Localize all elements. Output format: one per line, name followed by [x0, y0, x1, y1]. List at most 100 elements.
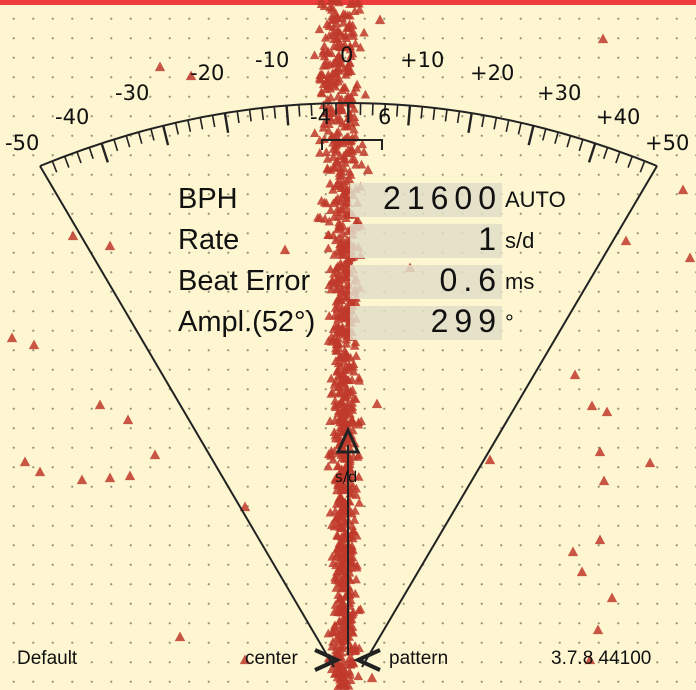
- timing-marker: [333, 569, 343, 578]
- timing-marker: [327, 2, 338, 12]
- center-button[interactable]: center: [245, 648, 298, 669]
- timing-marker: [326, 103, 337, 113]
- timing-marker: [327, 108, 338, 118]
- dial-tick: [51, 160, 58, 173]
- dial-tick: [627, 156, 634, 168]
- timing-marker: [327, 387, 338, 397]
- timing-marker: [332, 461, 343, 471]
- dial-tick: [261, 107, 265, 120]
- bph-label: BPH: [178, 183, 238, 215]
- timing-marker: [332, 310, 343, 320]
- timing-marker: [332, 668, 342, 677]
- timing-marker: [335, 493, 345, 502]
- dial-tick: [444, 109, 448, 122]
- timing-marker: [338, 640, 348, 649]
- timing-marker: [569, 369, 581, 380]
- timing-marker: [330, 514, 341, 524]
- timing-marker: [333, 541, 344, 551]
- timing-marker: [337, 562, 348, 572]
- timing-marker: [620, 235, 632, 246]
- timing-marker: [329, 34, 339, 44]
- timing-marker: [333, 358, 344, 368]
- dial-tick: [150, 128, 155, 141]
- timing-marker: [76, 474, 88, 485]
- timing-marker: [354, 643, 364, 653]
- timing-marker: [329, 212, 339, 221]
- timing-marker: [326, 48, 337, 58]
- timing-marker: [331, 499, 342, 508]
- timing-marker: [315, 74, 326, 84]
- dial-tick: [174, 122, 180, 135]
- timing-marker: [324, 30, 335, 40]
- timing-marker: [351, 490, 361, 499]
- timing-marker: [346, 654, 357, 664]
- window-left-label: -4: [310, 105, 331, 129]
- timing-marker: [326, 115, 337, 125]
- pointer-unit-label: s/d: [335, 468, 357, 486]
- timing-marker: [335, 42, 345, 52]
- timing-marker: [677, 184, 689, 195]
- timing-marker: [174, 631, 186, 642]
- readout-row-beat-error: Beat Error 0.6 ms: [178, 262, 678, 301]
- timing-marker: [316, 87, 327, 97]
- dial-tick: [505, 119, 510, 132]
- scale-label: -10: [255, 48, 289, 72]
- timing-marker: [328, 636, 338, 646]
- timing-marker: [328, 162, 339, 172]
- timing-marker: [343, 375, 354, 385]
- timing-marker: [344, 21, 354, 31]
- timing-marker: [334, 0, 344, 7]
- timing-marker: [350, 505, 360, 515]
- scale-label: +40: [596, 105, 640, 129]
- timing-marker: [334, 616, 345, 626]
- dial-tick: [615, 151, 621, 164]
- timing-marker: [347, 416, 357, 426]
- timing-marker: [601, 406, 613, 417]
- timing-marker: [325, 178, 335, 188]
- timing-marker: [597, 33, 609, 44]
- timing-marker: [122, 414, 134, 425]
- preset-button[interactable]: Default: [17, 648, 78, 669]
- timing-marker: [309, 50, 320, 60]
- timing-marker: [327, 0, 337, 5]
- timing-marker: [684, 252, 696, 263]
- timing-marker: [350, 6, 360, 16]
- timing-marker: [359, 27, 369, 37]
- timing-marker: [345, 352, 356, 362]
- pattern-button[interactable]: pattern: [389, 648, 449, 669]
- timing-marker: [185, 70, 197, 81]
- timing-marker: [336, 94, 347, 103]
- timing-marker: [341, 338, 352, 348]
- timing-marker: [351, 351, 361, 360]
- timing-marker: [349, 87, 359, 97]
- tick-markers: [6, 0, 696, 690]
- timing-marker: [342, 234, 353, 244]
- timing-marker: [346, 643, 357, 653]
- timing-marker: [352, 79, 362, 89]
- rate-unit: s/d: [505, 228, 535, 253]
- timing-marker: [334, 233, 344, 242]
- bph-mode[interactable]: AUTO: [505, 187, 566, 212]
- timing-marker: [331, 551, 342, 561]
- timing-marker: [124, 470, 136, 481]
- amplitude-label: Ampl.(52°): [178, 306, 316, 338]
- timing-marker: [341, 148, 351, 158]
- rate-value: 1: [478, 221, 502, 257]
- timing-marker: [339, 365, 350, 375]
- timing-marker: [328, 230, 339, 240]
- timing-marker: [332, 366, 343, 376]
- timing-marker: [319, 197, 330, 207]
- timing-marker: [349, 341, 360, 350]
- timing-marker: [337, 284, 347, 294]
- timing-marker: [351, 159, 361, 169]
- dial-tick: [248, 109, 252, 122]
- timing-marker: [327, 275, 337, 285]
- dial-tick: [467, 112, 473, 134]
- timing-marker: [356, 416, 367, 426]
- rate-value-box: 1: [350, 221, 502, 258]
- dial-tick: [125, 135, 131, 148]
- scale-label: -30: [115, 81, 149, 105]
- timing-marker: [324, 216, 335, 226]
- timing-marker: [321, 147, 332, 157]
